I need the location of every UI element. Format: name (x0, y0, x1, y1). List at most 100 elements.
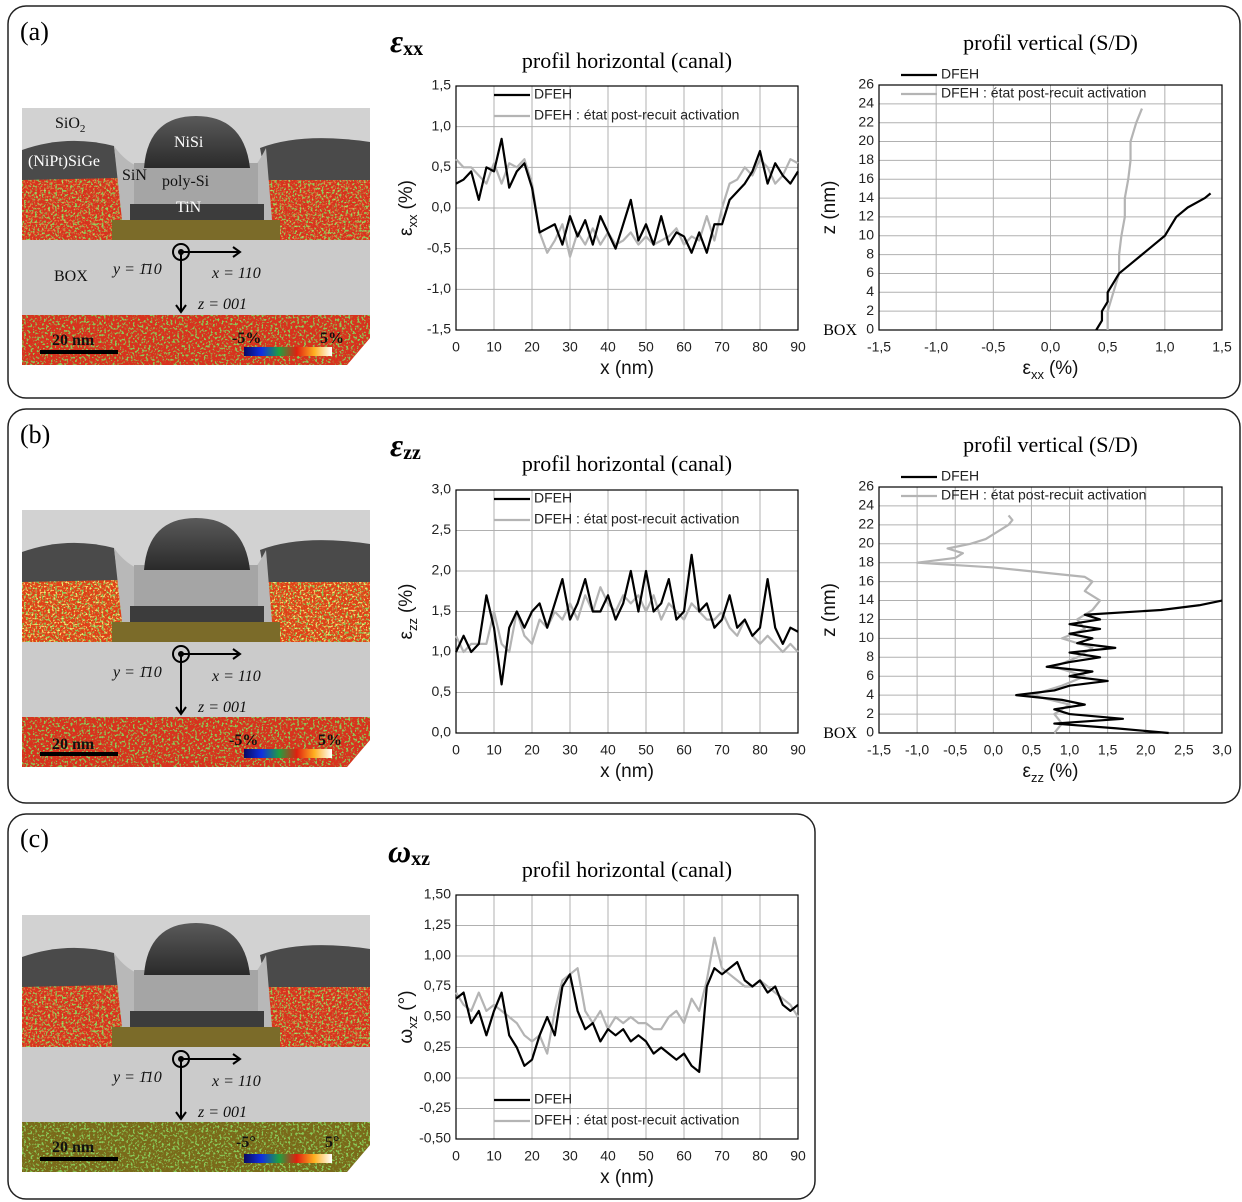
plot-frame (455, 85, 799, 331)
tem-clip (22, 108, 370, 365)
x-tick-label: 1,0 (1155, 339, 1175, 355)
x-tick-label: 40 (600, 742, 616, 758)
axis-label: εzz (%) (396, 583, 420, 639)
panel-frame (7, 5, 1241, 399)
image-label: x = 110 (211, 265, 261, 282)
chart-title: profil horizontal (canal) (522, 857, 732, 882)
axis-label-unit: (%) (396, 583, 417, 613)
heading-sub: xz (411, 848, 430, 870)
y-tick-label: 16 (858, 170, 874, 186)
x-tick-label: 10 (486, 1148, 502, 1164)
y-tick-label: 20 (858, 132, 874, 148)
y-tick-label: 0 (866, 724, 874, 740)
y-tick-label: 18 (858, 553, 874, 569)
plot-frame (878, 486, 1223, 734)
y-tick-label: 20 (858, 534, 874, 550)
x-tick-label: 70 (714, 742, 730, 758)
image-label: SiO2 (55, 115, 85, 135)
x-tick-label: 40 (600, 339, 616, 355)
channel-speckle (112, 622, 280, 642)
y-tick-label: 0,5 (432, 683, 452, 699)
x-tick-label: 0,0 (1041, 339, 1061, 355)
heading-sub: xx (403, 38, 423, 60)
data-line (455, 936, 799, 1055)
y-tick-label: 24 (858, 95, 874, 111)
annotation: BOX (823, 725, 857, 742)
axis-label-sub: xx (1031, 367, 1045, 382)
image-label: -5% (232, 330, 261, 347)
image-label: 20 nm (52, 736, 95, 753)
x-tick-label: 10 (486, 339, 502, 355)
gate-dome (144, 116, 250, 168)
y-tick-label: 22 (858, 113, 874, 129)
panel-frame (7, 408, 1241, 804)
image-label: 5% (318, 732, 342, 749)
y-tick-label: 4 (866, 283, 874, 299)
x-tick-label: 90 (790, 742, 806, 758)
gate-body (134, 565, 258, 610)
y-tick-label: 1,5 (432, 77, 452, 93)
y-tick-label: 6 (866, 667, 874, 683)
image-label: 20 nm (52, 332, 95, 349)
y-tick-label: 2 (866, 302, 874, 318)
y-tick-label: 1,0 (432, 643, 452, 659)
gate-tin (130, 204, 264, 220)
x-tick-label: 2,5 (1174, 742, 1194, 758)
x-tick-label: 3,0 (1212, 742, 1232, 758)
y-tick-label: 12 (858, 208, 874, 224)
image-label: z = 001 (197, 699, 247, 716)
x-tick-label: 60 (676, 1148, 692, 1164)
image-label: NiSi (174, 134, 204, 151)
image-label: y = 1̄10 (111, 1069, 162, 1086)
axis-label: εzz (%) (1022, 761, 1078, 785)
y-tick-label: 2,5 (432, 521, 452, 537)
channel (112, 622, 280, 642)
image-label: TiN (176, 199, 202, 216)
image-label: x = 110 (211, 668, 261, 685)
y-tick-label: 1,0 (432, 117, 452, 133)
x-tick-label: -1,5 (867, 742, 891, 758)
x-tick-label: -1,0 (905, 742, 929, 758)
axis-arrow (175, 1053, 242, 1121)
heading: εxx (390, 23, 423, 60)
data-line (1106, 108, 1143, 330)
x-tick-label: -1,5 (867, 339, 891, 355)
y-tick-label: 0,00 (424, 1069, 451, 1085)
y-tick-label: 6 (866, 264, 874, 280)
y-tick-label: 0,25 (424, 1038, 451, 1054)
channel (112, 1027, 280, 1047)
x-tick-label: 30 (562, 1148, 578, 1164)
legend-label: DFEH (941, 66, 979, 82)
x-tick-label: 30 (562, 742, 578, 758)
axis-label-unit: (%) (1049, 761, 1079, 782)
data-line (455, 553, 799, 686)
axis-label-sub: xx (405, 214, 420, 228)
x-tick-label: 80 (752, 1148, 768, 1164)
y-tick-label: 0,5 (432, 158, 452, 174)
legend-label: DFEH : état post-recuit activation (941, 85, 1146, 101)
y-tick-label: 18 (858, 151, 874, 167)
axis-label: ωxz (°) (396, 990, 420, 1043)
legend-label: DFEH (534, 1091, 572, 1107)
y-tick-label: 24 (858, 497, 874, 513)
y-tick-label: 0,75 (424, 977, 451, 993)
axis-arrow (175, 246, 242, 314)
y-tick-label: -1,5 (427, 321, 451, 337)
y-tick-label: 16 (858, 572, 874, 588)
axis-label-unit: (%) (1049, 358, 1079, 379)
x-tick-label: 20 (524, 339, 540, 355)
images (22, 108, 370, 1172)
y-tick-label: -0,50 (419, 1130, 451, 1146)
image-label: z = 001 (197, 1104, 247, 1121)
axis-label-unit: (°) (396, 990, 417, 1010)
image-label: -5° (236, 1134, 256, 1151)
legend-label: DFEH (941, 468, 979, 484)
heading-symbol: ω (388, 833, 411, 869)
axis-label: x (nm) (600, 358, 654, 379)
x-tick-label: 0,5 (1022, 742, 1042, 758)
gate-body (134, 970, 258, 1015)
data-line (455, 137, 799, 254)
x-tick-label: 0 (452, 339, 460, 355)
x-tick-label: 70 (714, 339, 730, 355)
